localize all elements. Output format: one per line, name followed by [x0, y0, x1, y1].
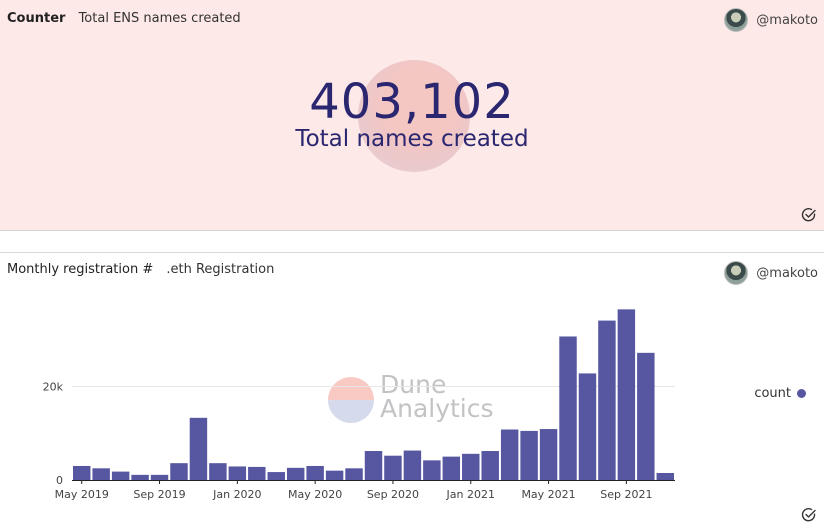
watermark-line-2: Analytics — [380, 394, 494, 423]
legend-dot-icon — [797, 389, 806, 398]
bar-chart: 0 20k May 2019 Sep 2019 Jan 2020 May 2020 Sep … — [43, 309, 675, 501]
bar[interactable] — [598, 320, 616, 480]
bar[interactable] — [73, 465, 91, 480]
bar[interactable] — [364, 451, 383, 480]
check-circle-icon[interactable] — [801, 507, 817, 523]
bar[interactable] — [637, 352, 655, 480]
chart-visual-name: Monthly registration # — [7, 262, 154, 277]
bar[interactable] — [403, 450, 422, 480]
avatar[interactable] — [724, 261, 749, 285]
author-handle[interactable]: @makoto — [756, 265, 818, 281]
legend-label[interactable]: count — [754, 386, 791, 401]
bar[interactable] — [345, 468, 363, 480]
bar[interactable] — [539, 429, 558, 480]
bar[interactable] — [170, 463, 188, 480]
bar[interactable] — [111, 471, 130, 480]
counter-query-name[interactable]: Total ENS names created — [78, 11, 241, 26]
y-tick-label: 0 — [56, 474, 63, 487]
counter-visual-name: Counter — [7, 11, 66, 26]
check-circle-icon[interactable] — [801, 207, 817, 223]
bar[interactable] — [131, 474, 149, 480]
bar[interactable] — [306, 465, 324, 480]
avatar[interactable] — [724, 8, 749, 32]
bar[interactable] — [559, 336, 577, 480]
bar[interactable] — [462, 453, 480, 480]
counter-value: 403,102 — [309, 74, 515, 130]
counter-label: Total names created — [295, 126, 529, 152]
bar[interactable] — [228, 466, 247, 480]
x-tick-label: Sep 2021 — [600, 488, 652, 501]
x-tick-label: May 2019 — [55, 488, 109, 501]
counter-background-circle — [358, 60, 470, 172]
x-tick-label: May 2020 — [288, 488, 342, 501]
bar[interactable] — [481, 451, 499, 480]
bar[interactable] — [267, 472, 285, 480]
x-tick-label: Sep 2019 — [133, 488, 185, 501]
author-handle[interactable]: @makoto — [756, 12, 818, 28]
bar[interactable] — [189, 417, 208, 480]
dune-watermark: Dune Analytics — [380, 370, 494, 423]
counter-panel: Counter Total ENS names created @makoto … — [0, 0, 824, 230]
chart-author[interactable]: @makoto — [724, 261, 818, 285]
bar[interactable] — [384, 455, 402, 480]
x-tick-label: May 2021 — [521, 488, 575, 501]
bar[interactable] — [656, 472, 674, 480]
dune-logo-icon — [328, 377, 374, 423]
watermark-line-1: Dune — [380, 370, 447, 399]
bar[interactable] — [325, 470, 344, 480]
panel-divider — [0, 230, 824, 253]
bar[interactable] — [92, 468, 110, 480]
chart-panel-title: Monthly registration # .eth Registration — [7, 262, 274, 277]
bar[interactable] — [286, 467, 305, 480]
bar[interactable] — [423, 460, 441, 480]
bar[interactable] — [150, 474, 169, 480]
chart-panel: Monthly registration # .eth Registration… — [0, 252, 824, 530]
bars — [73, 309, 674, 480]
bar[interactable] — [442, 456, 461, 480]
chart-query-name[interactable]: .eth Registration — [166, 262, 275, 277]
y-tick-label: 20k — [43, 381, 64, 394]
axes: 0 20k May 2019 Sep 2019 Jan 2020 May 2020 Sep … — [43, 381, 675, 501]
x-tick-label: Jan 2021 — [446, 488, 495, 501]
bar[interactable] — [617, 309, 636, 480]
legend[interactable]: count — [754, 386, 806, 401]
bar[interactable] — [209, 463, 227, 480]
bar[interactable] — [520, 430, 538, 480]
bar[interactable] — [248, 466, 266, 480]
x-tick-label: Sep 2020 — [367, 488, 419, 501]
counter-author[interactable]: @makoto — [724, 8, 818, 32]
x-tick-label: Jan 2020 — [212, 488, 261, 501]
bar[interactable] — [500, 429, 519, 480]
bar[interactable] — [578, 373, 597, 480]
counter-panel-title: Counter Total ENS names created — [7, 11, 241, 26]
